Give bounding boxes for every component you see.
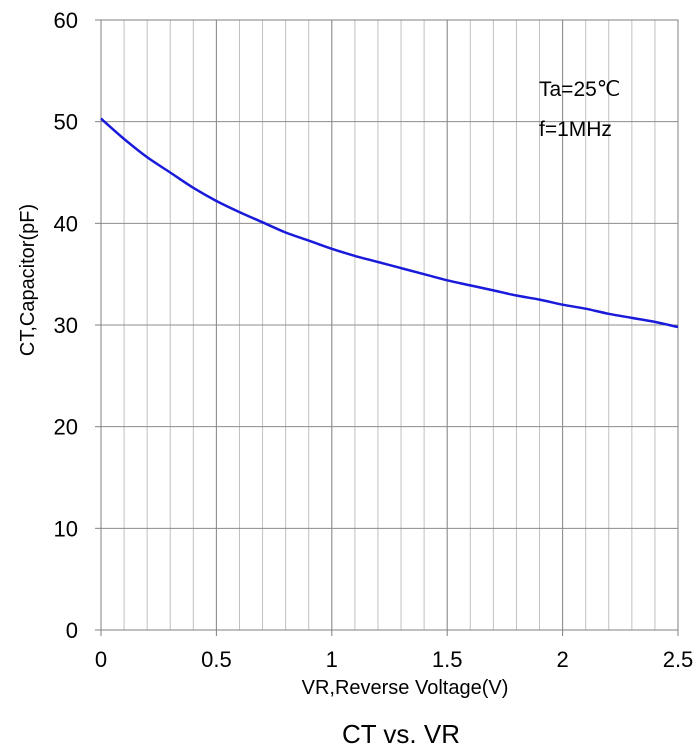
series-line [100,117,679,329]
x-tick-label: 2 [556,647,568,672]
annotation-frequency: f=1MHz [539,118,612,141]
x-tick-label: 1.5 [432,647,463,672]
x-tick-labels: 0 0.5 1 1.5 2 2.5 [95,647,693,672]
y-axis-title: CT,Capacitor(pF) [17,204,39,356]
y-tick-label: 0 [66,618,78,643]
y-tick-label: 10 [54,516,78,541]
x-axis-title: VR,Reverse Voltage(V) [302,677,509,699]
y-tick-label: 20 [54,415,78,440]
x-tick-label: 1 [326,647,338,672]
grid [95,19,679,636]
annotation-temperature: Ta=25℃ [539,78,620,101]
y-tick-label: 30 [54,313,78,338]
y-tick-label: 50 [54,110,78,135]
series-layer [100,117,679,329]
y-tick-label: 40 [54,211,78,236]
x-tick-label: 0.5 [201,647,232,672]
chart-title: CT vs. VR [342,719,460,749]
plot-frame [100,19,679,631]
x-tick-label: 0 [95,647,107,672]
y-tick-label: 60 [54,8,78,33]
y-tick-labels: 0 10 20 30 40 50 60 [54,8,78,643]
x-tick-label: 2.5 [663,647,694,672]
